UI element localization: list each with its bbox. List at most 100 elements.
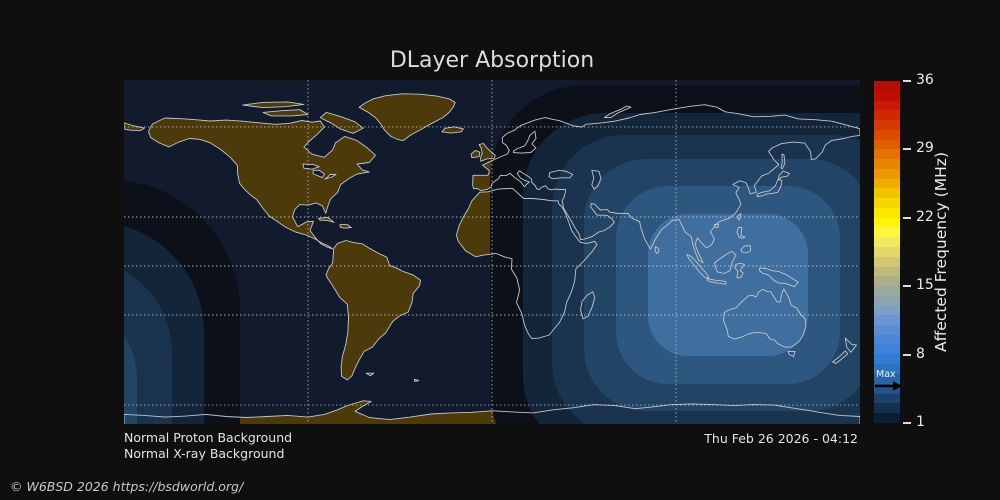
colorbar-band (874, 315, 900, 326)
colorbar-tick-mark (903, 422, 911, 424)
colorbar-band (874, 325, 900, 335)
lake-shoreline (324, 174, 337, 180)
colorbar-band (874, 383, 900, 394)
coastline (319, 111, 364, 134)
absorption-ring (648, 214, 808, 356)
colorbar-band (874, 256, 900, 267)
lake-shoreline (591, 169, 602, 190)
colorbar-band (874, 159, 900, 169)
colorbar-band (874, 393, 900, 404)
coastline (580, 291, 596, 320)
colorbar-max-marker-label: Max (876, 368, 896, 380)
coastline (722, 288, 807, 348)
colorbar-band (874, 198, 900, 208)
coastline (339, 224, 352, 229)
coastlines (124, 93, 860, 424)
copyright-credit: © W6BSD 2026 https://bsdworld.org/ (10, 479, 244, 494)
lake-shoreline (513, 130, 537, 154)
colorbar-band (874, 354, 900, 365)
colorbar-band (874, 305, 900, 316)
proton-background-status: Normal Proton Background (124, 430, 293, 445)
colorbar-tick-label: 29 (916, 140, 934, 157)
landmass (479, 143, 496, 162)
coastline (686, 253, 710, 279)
gridlines (124, 80, 860, 424)
coastline (756, 170, 790, 198)
landmass (320, 112, 364, 134)
colorbar-band (874, 110, 900, 121)
lake-shoreline (548, 169, 574, 180)
colorbar-band (874, 188, 900, 199)
coastline (787, 350, 796, 357)
landmass (148, 118, 376, 249)
colorbar-band (874, 207, 900, 218)
colorbar-tick-mark (903, 216, 911, 219)
page-title: DLayer Absorption (389, 48, 595, 73)
colorbar-tick-label: 22 (916, 208, 934, 225)
colorbar-band (874, 403, 900, 414)
colorbar-band (874, 120, 900, 130)
coastline (148, 117, 376, 250)
coastline (713, 223, 719, 228)
coastline (124, 400, 860, 424)
colorbar-tick-mark (903, 148, 911, 151)
coastline (832, 350, 849, 364)
colorbar-band (874, 168, 900, 179)
coastline (780, 153, 786, 170)
coastline (736, 226, 746, 239)
colorbar-band (874, 237, 900, 248)
colorbar-band (874, 81, 900, 91)
coastline (740, 245, 752, 254)
colorbar-band (874, 276, 900, 287)
landmass (263, 109, 308, 116)
colorbar-band (874, 413, 900, 423)
colorbar-tick-label: 36 (916, 72, 934, 89)
timestamp: Thu Feb 26 2026 - 04:12 (704, 431, 858, 446)
coastline (472, 104, 860, 264)
coastline (441, 126, 464, 134)
colorbar-band (874, 286, 900, 296)
colorbar-band (874, 100, 900, 111)
colorbar-tick-mark (903, 353, 911, 356)
colorbar-band (874, 129, 900, 140)
xray-background-status: Normal X-ray Background (124, 445, 285, 461)
coastline (358, 93, 456, 142)
coastline (325, 240, 422, 381)
lake-shoreline (312, 169, 325, 179)
coastline (603, 105, 632, 119)
colorbar-band (874, 149, 900, 160)
coastline (706, 278, 727, 285)
colorbar-band (874, 373, 900, 384)
max-arrow-icon (875, 381, 902, 391)
coastline (365, 372, 375, 377)
coastline (318, 217, 335, 223)
colorbar-band (874, 178, 900, 189)
coastline (759, 267, 799, 288)
absorption-ring-wrapped (124, 335, 137, 424)
colorbar (874, 81, 900, 423)
coastline (242, 101, 305, 109)
colorbar-band (874, 90, 900, 101)
landmass (326, 240, 421, 380)
coastline (737, 212, 742, 221)
lake-shoreline (302, 163, 320, 170)
colorbar-band (874, 217, 900, 228)
colorbar-band (874, 344, 900, 355)
coastline (478, 143, 496, 162)
colorbar-band (874, 334, 900, 345)
coastline (455, 187, 598, 339)
colorbar-tick-label: 1 (916, 414, 925, 431)
colorbar-tick-label: 8 (916, 345, 925, 362)
landmass (359, 93, 456, 141)
colorbar-band (874, 266, 900, 277)
absorption-ring-wrapped (124, 270, 172, 424)
map-layers (124, 80, 860, 424)
coastline (124, 122, 145, 132)
coastline (470, 149, 481, 159)
colorbar-band (874, 295, 900, 306)
background-conditions: Normal Proton Background Normal X-ray Ba… (124, 430, 292, 461)
colorbar-band (874, 139, 900, 150)
colorbar-tick-mark (903, 285, 911, 288)
absorption-rings (124, 85, 860, 424)
